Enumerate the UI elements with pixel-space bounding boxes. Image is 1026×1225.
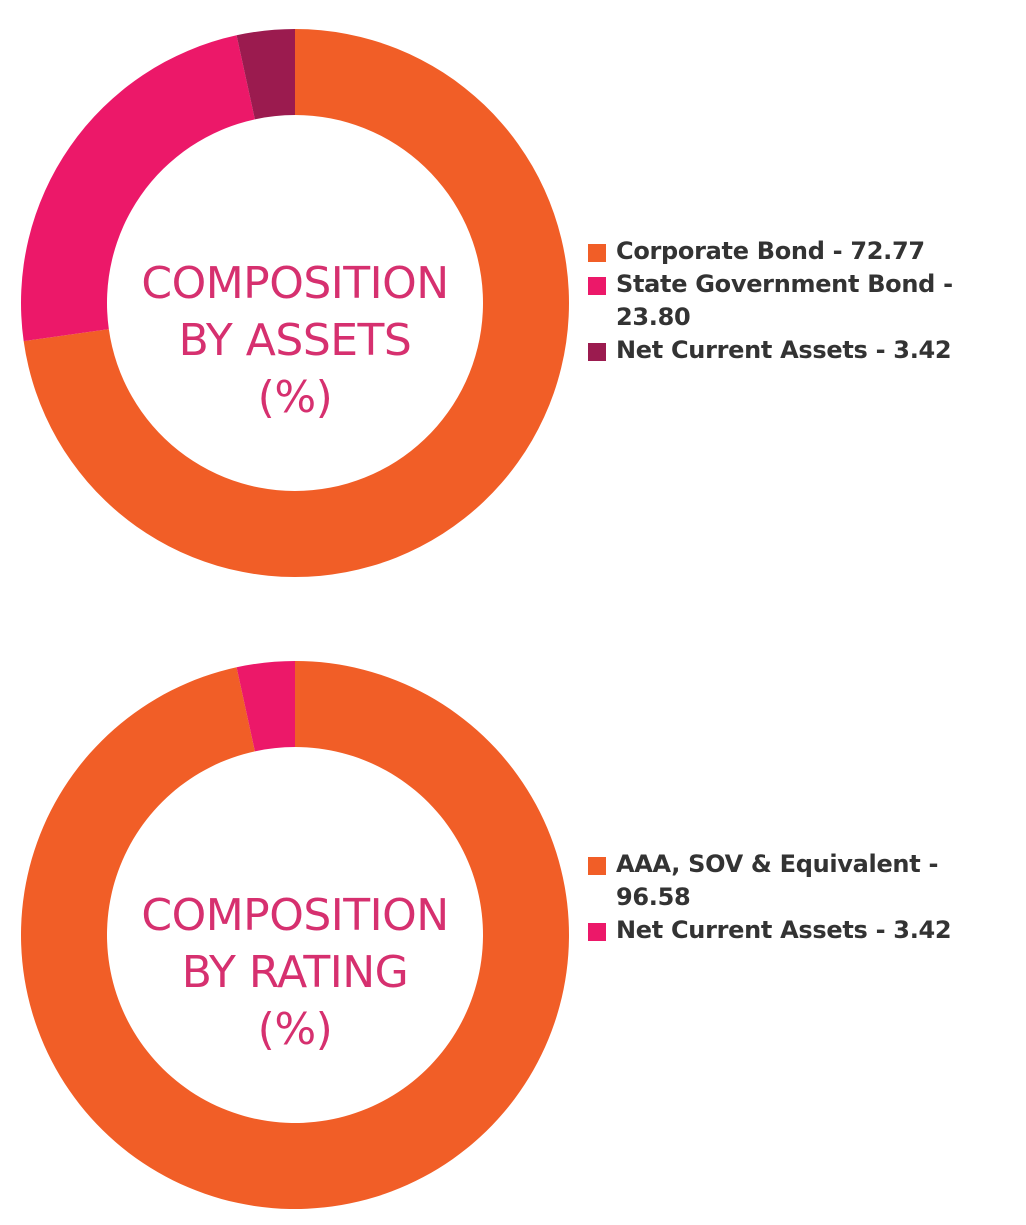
legend-item-corporate-bond: Corporate Bond - 72.77 [588, 235, 1018, 268]
donut-slice-net-current-assets [236, 661, 295, 752]
donut-center-line-1: COMPOSITION [141, 258, 449, 309]
legend-label: Corporate Bond - 72.77 [616, 237, 925, 265]
legend-item-net-current-assets: Net Current Assets - 3.42 [588, 334, 1018, 367]
legend-swatch [588, 923, 606, 941]
legend-swatch [588, 857, 606, 875]
donut-center-line-2: BY RATING [181, 947, 409, 998]
legend: Corporate Bond - 72.77 State Government … [588, 235, 1018, 367]
donut-center-line-3: (%) [257, 372, 333, 423]
donut-slice-aaa-sov-equivalent [21, 661, 570, 1209]
legend-swatch [588, 343, 606, 361]
legend-label: Net Current Assets - 3.42 [616, 336, 952, 364]
composition-by-rating-chart: COMPOSITION BY RATING (%) AAA, SOV & Equ… [0, 652, 1026, 1212]
legend-swatch [588, 244, 606, 262]
donut-center-label: COMPOSITION BY ASSETS (%) [95, 255, 495, 426]
legend-item-aaa-sov-equivalent: AAA, SOV & Equivalent - 96.58 [588, 848, 1018, 914]
legend-label: State Government Bond - 23.80 [616, 270, 953, 331]
legend-label: AAA, SOV & Equivalent - 96.58 [616, 850, 939, 911]
donut-center-label: COMPOSITION BY RATING (%) [95, 887, 495, 1058]
donut-center-line-2: BY ASSETS [178, 315, 412, 366]
donut-slice-state-government-bond [21, 35, 255, 342]
donut-slice-corporate-bond [23, 29, 570, 577]
legend-item-net-current-assets: Net Current Assets - 3.42 [588, 914, 1018, 947]
donut-center-line-3: (%) [257, 1004, 333, 1055]
donut-chart-assets [21, 29, 570, 577]
composition-by-assets-chart: COMPOSITION BY ASSETS (%) Corporate Bond… [0, 20, 1026, 580]
legend-swatch [588, 277, 606, 295]
donut-chart-rating [21, 661, 570, 1209]
donut-center-line-1: COMPOSITION [141, 890, 449, 941]
legend-item-state-government-bond: State Government Bond - 23.80 [588, 268, 1018, 334]
legend: AAA, SOV & Equivalent - 96.58 Net Curren… [588, 848, 1018, 947]
donut-slice-net-current-assets [236, 29, 295, 120]
legend-label: Net Current Assets - 3.42 [616, 916, 952, 944]
